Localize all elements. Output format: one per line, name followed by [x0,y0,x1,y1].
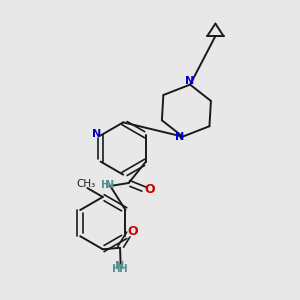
Text: O: O [145,183,155,196]
Text: H: H [100,180,109,190]
Text: CH₃: CH₃ [76,179,95,189]
Text: H: H [119,264,128,274]
Text: O: O [128,225,138,238]
Text: N: N [185,76,195,86]
Text: N: N [105,180,114,190]
Text: H: H [112,264,121,274]
Text: N: N [92,129,102,139]
Text: N: N [116,261,125,271]
Text: N: N [175,132,184,142]
